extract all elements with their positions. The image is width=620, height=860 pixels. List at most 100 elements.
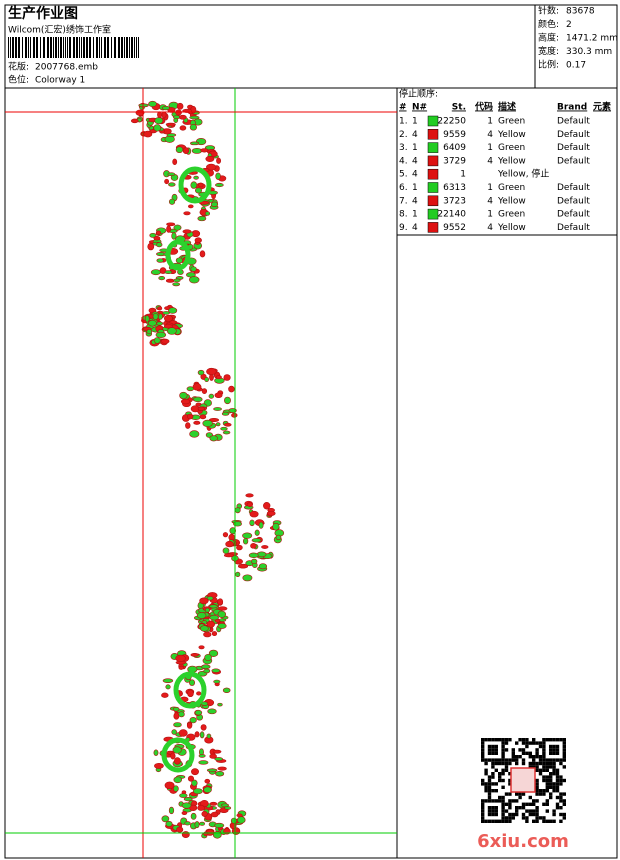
qr-cell <box>501 744 505 749</box>
qr-cell <box>535 806 539 810</box>
stitch-leaf <box>157 306 163 311</box>
qr-cell <box>504 738 509 742</box>
stitch-leaf <box>149 232 157 238</box>
row-number: 7. <box>399 196 408 206</box>
qr-cell <box>542 778 546 783</box>
stitch-leaf <box>221 803 229 808</box>
qr-cell <box>555 778 560 783</box>
qr-cell <box>525 741 529 745</box>
qr-cell <box>491 819 495 823</box>
stitch-leaf <box>166 222 176 227</box>
bar <box>55 37 57 58</box>
qr-cell <box>549 765 553 769</box>
qr-cell <box>535 778 539 783</box>
qr-cell <box>535 792 539 796</box>
stitch-leaf <box>196 691 202 696</box>
stitch-leaf <box>242 574 253 582</box>
qr-cell <box>528 809 532 813</box>
qr-cell <box>532 809 536 813</box>
stitch-leaf <box>258 563 268 570</box>
qr-cell <box>504 792 509 796</box>
stitch-leaf <box>193 396 203 403</box>
stitch-leaf <box>217 598 224 606</box>
stitch-leaf <box>183 797 193 802</box>
qr-cell <box>559 795 563 800</box>
bar <box>89 37 91 58</box>
bar <box>58 37 59 58</box>
stitch-leaf <box>249 510 259 518</box>
stitch-leaf <box>251 538 262 543</box>
stitch-leaf <box>202 419 213 427</box>
qr-cell <box>508 806 512 810</box>
stitch-leaf <box>175 257 183 264</box>
stitch-leaf <box>156 242 163 248</box>
stitch-leaf <box>148 100 157 108</box>
qr-cell <box>525 744 529 749</box>
column-header: St. <box>452 103 466 113</box>
needle: 1 <box>412 183 418 193</box>
qr-cell <box>481 812 485 817</box>
qr-cell <box>504 768 509 772</box>
qr-cell <box>487 782 492 786</box>
qr-cell <box>494 819 498 823</box>
stitch-leaf <box>173 712 180 720</box>
bar <box>47 37 49 58</box>
qr-cell <box>487 799 492 803</box>
qr-cell <box>549 738 553 742</box>
stitch-leaf <box>229 527 236 535</box>
stitch-leaf <box>157 111 163 119</box>
qr-cell <box>535 741 539 745</box>
qr-cell <box>518 795 522 800</box>
stitch-leaf <box>183 211 191 216</box>
stitch-ring <box>173 671 207 709</box>
stitch-leaf <box>164 781 175 790</box>
stitch-leaf <box>197 804 205 811</box>
bar <box>28 37 29 58</box>
qr-cell <box>508 799 512 803</box>
stitch-leaf <box>155 331 167 338</box>
stitch-leaf <box>178 711 185 718</box>
stitch-leaf <box>172 158 178 166</box>
needle: 4 <box>412 223 418 233</box>
bar <box>131 37 133 58</box>
qr-cell <box>532 755 536 759</box>
qr-cell <box>511 812 515 817</box>
qr-cell <box>487 748 492 752</box>
stitch-leaf <box>171 232 177 240</box>
qr-cell <box>487 789 492 793</box>
qr-cell <box>549 785 553 789</box>
stitch-leaf <box>189 123 198 131</box>
stitch-leaf <box>213 679 221 684</box>
stitch-leaf <box>178 114 187 120</box>
bar <box>136 37 137 58</box>
stitch-leaf <box>189 276 200 284</box>
qr-cell <box>487 812 492 817</box>
qr-cell <box>559 782 563 786</box>
qr-cell <box>521 802 526 806</box>
stitch-leaf <box>198 760 209 765</box>
qr-cell <box>504 802 509 806</box>
stitch-leaf <box>190 652 199 657</box>
stitch-leaf <box>153 236 161 241</box>
stitch-leaf <box>153 749 159 756</box>
stitch-leaf <box>209 753 217 759</box>
stat-value: 1471.2 mm <box>566 34 618 44</box>
qr-cell <box>525 802 529 806</box>
qr-cell <box>562 758 566 762</box>
needle: 4 <box>412 130 418 140</box>
qr-cell <box>521 741 526 745</box>
qr-cell <box>562 751 566 755</box>
qr-cell <box>545 809 549 813</box>
qr-cell <box>481 819 485 823</box>
qr-cell <box>491 765 495 769</box>
qr-cell <box>555 744 560 749</box>
qr-cell <box>552 785 556 789</box>
qr-cell <box>515 799 519 803</box>
qr-cell <box>559 758 563 762</box>
stitch-leaf <box>203 831 209 837</box>
stitches: 6313 <box>443 183 466 193</box>
bar <box>22 37 23 58</box>
qr-cell <box>525 738 529 742</box>
stitch-leaf <box>187 413 194 420</box>
